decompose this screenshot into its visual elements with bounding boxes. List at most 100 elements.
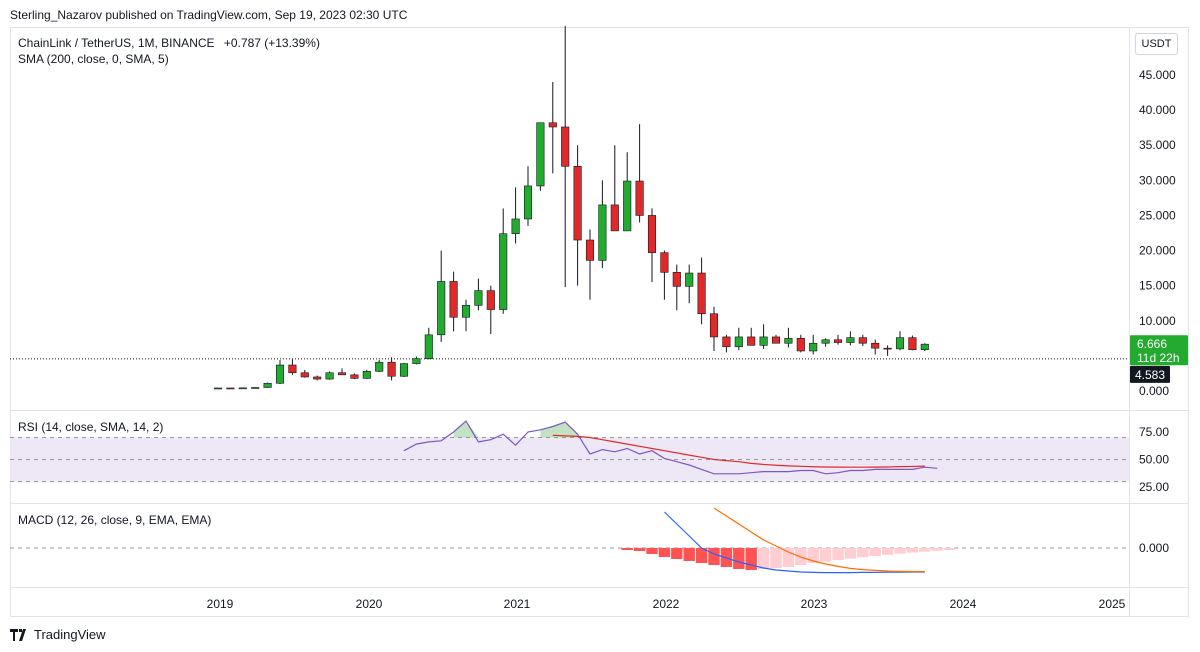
candle-body[interactable]: [598, 204, 607, 261]
candle-body[interactable]: [238, 387, 247, 390]
candle-body[interactable]: [585, 239, 595, 261]
macd-line[interactable]: [663, 511, 925, 574]
candle-body[interactable]: [437, 281, 446, 336]
macd-legend[interactable]: MACD (12, 26, close, 9, EMA, EMA): [18, 513, 212, 527]
macd-histogram-bar[interactable]: [819, 548, 832, 562]
candle-body[interactable]: [697, 272, 706, 315]
candle-body[interactable]: [796, 338, 805, 352]
candle-body[interactable]: [685, 272, 694, 287]
candle-body[interactable]: [573, 165, 582, 241]
macd-histogram-bar[interactable]: [621, 548, 633, 550]
rsi-axis-tick: 75.00: [1139, 425, 1169, 439]
candle-body[interactable]: [461, 305, 471, 318]
macd-histogram-bar[interactable]: [919, 548, 931, 552]
candle-body[interactable]: [747, 336, 756, 346]
macd-histogram-bar[interactable]: [733, 548, 745, 569]
candle-body[interactable]: [623, 180, 632, 232]
macd-histogram-bar[interactable]: [745, 548, 757, 570]
macd-histogram-bar[interactable]: [683, 548, 695, 561]
macd-histogram-bar[interactable]: [633, 548, 646, 551]
macd-histogram-bar[interactable]: [695, 548, 708, 563]
macd-histogram-bar[interactable]: [832, 548, 844, 560]
candle-body[interactable]: [548, 122, 557, 128]
time-axis-tick: 2022: [653, 597, 680, 611]
macd-histogram-bar[interactable]: [646, 548, 658, 554]
macd-histogram-bar[interactable]: [782, 548, 795, 567]
rsi-line[interactable]: [403, 420, 938, 475]
candle-body[interactable]: [523, 185, 533, 220]
candle-body[interactable]: [895, 337, 905, 350]
macd-histogram-bar[interactable]: [881, 548, 894, 555]
macd-histogram-bar[interactable]: [869, 548, 881, 556]
candle-body[interactable]: [734, 336, 743, 348]
candle-body[interactable]: [424, 334, 433, 359]
candle-body[interactable]: [610, 204, 619, 232]
candle-body[interactable]: [486, 290, 495, 310]
candle-body[interactable]: [474, 290, 483, 306]
candle-body[interactable]: [908, 337, 917, 351]
currency-button[interactable]: USDT: [1135, 33, 1178, 55]
candle-body[interactable]: [499, 233, 508, 310]
candle-body[interactable]: [449, 281, 458, 318]
price-axis-tick: 30.000: [1139, 173, 1176, 187]
candle-body[interactable]: [288, 364, 297, 374]
candle-body[interactable]: [263, 382, 272, 388]
candle-body[interactable]: [387, 361, 396, 377]
candle-body[interactable]: [660, 252, 669, 273]
candle-body[interactable]: [809, 342, 818, 352]
macd-histogram-bar[interactable]: [857, 548, 869, 558]
price-change: +0.787 (+13.39%): [223, 36, 320, 50]
candle-body[interactable]: [251, 387, 260, 389]
candle-body[interactable]: [313, 376, 322, 380]
candle-body[interactable]: [337, 372, 347, 376]
macd-histogram-bar[interactable]: [770, 548, 782, 568]
macd-axis-tick: 0.000: [1139, 541, 1169, 555]
candle-body[interactable]: [784, 338, 793, 344]
candle-body[interactable]: [350, 374, 359, 379]
candle-body[interactable]: [375, 361, 384, 372]
candle-body[interactable]: [399, 363, 409, 377]
macd-histogram-bar[interactable]: [658, 548, 671, 557]
candle-body[interactable]: [771, 336, 781, 344]
footer-brand[interactable]: TradingView: [10, 627, 106, 642]
candle-body[interactable]: [362, 371, 371, 379]
candle-body[interactable]: [759, 336, 768, 346]
candle-body[interactable]: [846, 337, 855, 343]
candle-body[interactable]: [833, 339, 843, 343]
candle-body[interactable]: [536, 122, 545, 187]
rsi-signal-line[interactable]: [552, 434, 925, 468]
candle-body[interactable]: [300, 372, 309, 378]
macd-histogram-bar[interactable]: [807, 548, 819, 563]
candle-body[interactable]: [722, 336, 731, 348]
candle-body[interactable]: [647, 215, 657, 253]
macd-histogram-bar[interactable]: [894, 548, 906, 554]
macd-histogram-bar[interactable]: [906, 548, 919, 553]
macd-histogram-bar[interactable]: [844, 548, 857, 559]
rsi-legend[interactable]: RSI (14, close, SMA, 14, 2): [18, 420, 164, 434]
candle-body[interactable]: [883, 347, 892, 350]
candle-body[interactable]: [858, 337, 867, 344]
candle-body[interactable]: [821, 339, 830, 344]
macd-histogram-bar[interactable]: [931, 548, 943, 551]
candle-body[interactable]: [871, 342, 880, 349]
macd-histogram-bar[interactable]: [708, 548, 720, 565]
macd-histogram-bar[interactable]: [943, 548, 956, 550]
macd-histogram-bar[interactable]: [757, 548, 770, 569]
candle-body[interactable]: [635, 180, 644, 216]
candle-body[interactable]: [412, 358, 421, 364]
symbol-legend[interactable]: ChainLink / TetherUS, 1M, BINANCE +0.787…: [18, 36, 320, 50]
last-price-label: 6.666: [1137, 337, 1167, 351]
macd-signal-line[interactable]: [713, 507, 925, 573]
candle-body[interactable]: [920, 343, 929, 351]
candle-body[interactable]: [213, 387, 223, 390]
candle-body[interactable]: [561, 126, 570, 167]
candle-body[interactable]: [709, 313, 719, 338]
candle-body[interactable]: [325, 372, 334, 380]
candle-body[interactable]: [672, 272, 681, 287]
candle-body[interactable]: [511, 218, 520, 235]
sma-legend[interactable]: SMA (200, close, 0, SMA, 5): [18, 52, 169, 66]
candle-body[interactable]: [275, 364, 285, 384]
candle-body[interactable]: [226, 387, 235, 390]
macd-histogram-bar[interactable]: [671, 548, 683, 559]
